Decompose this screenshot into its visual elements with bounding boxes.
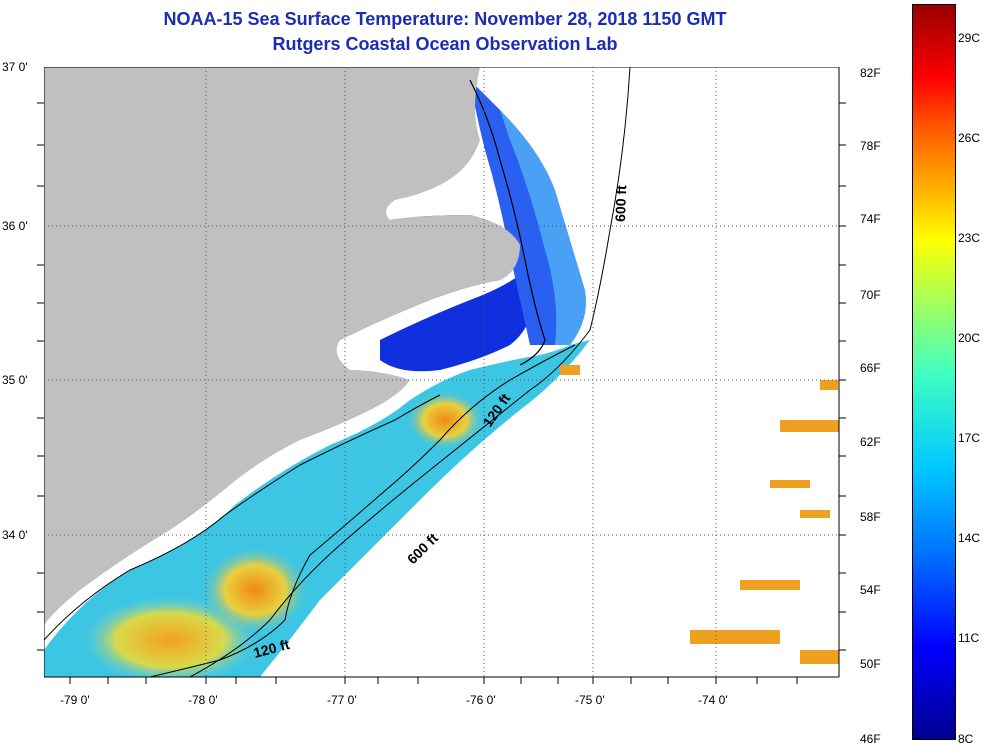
colorbar-f-label: 54F (860, 583, 881, 597)
lon-label: -74 0' (698, 693, 728, 707)
warm-patch (405, 390, 485, 450)
colorbar-f-label: 78F (860, 139, 881, 153)
lat-label: 34 0' (2, 528, 28, 542)
isobath-120 (149, 344, 576, 677)
temperature-colorbar (912, 4, 956, 740)
map-subtitle: Rutgers Coastal Ocean Observation Lab (272, 34, 618, 54)
lon-label: -77 0' (327, 693, 357, 707)
isobath-label: 600 ft (612, 185, 629, 222)
outer-banks (469, 79, 546, 366)
colorbar-c-label: 26C (958, 131, 981, 145)
sound-water (380, 270, 535, 372)
colorbar-f-label: 66F (860, 361, 881, 375)
lon-label: -79 0' (60, 693, 90, 707)
colorbar-f-label: 70F (860, 288, 881, 302)
colorbar-f-label: 46F (860, 732, 881, 746)
isobath-label: 600 ft (404, 530, 441, 567)
lon-label: -78 0' (188, 693, 218, 707)
colorbar-c-label: 11C (958, 631, 980, 645)
colorbar-f-label: 58F (860, 510, 881, 524)
lon-label: -75 0' (575, 693, 605, 707)
lat-label: 36 0' (2, 219, 28, 233)
offshore-warm-pixels (560, 365, 839, 664)
colorbar-f-label: 62F (860, 435, 881, 449)
coastal-water (470, 80, 578, 345)
warm-patch (200, 545, 310, 635)
colorbar-c-label: 17C (958, 431, 981, 445)
isobath-600 (189, 67, 631, 677)
colorbar-f-label: 50F (860, 657, 881, 671)
colorbar-c-label: 14C (958, 531, 981, 545)
lat-label: 35 0' (2, 373, 28, 387)
colorbar-c-label: 23C (958, 231, 981, 245)
axis-ticks (37, 102, 846, 684)
lon-label: -76 0' (466, 693, 496, 707)
colorbar-c-label: 29C (958, 31, 981, 45)
colorbar-f-label: 74F (860, 212, 881, 226)
lat-label: 37 0' (2, 60, 28, 74)
sst-map: 600 ft 120 ft 600 ft 120 ft (37, 67, 846, 684)
colorbar-c-label: 20C (958, 331, 981, 345)
colorbar-f-label: 82F (860, 66, 881, 80)
colorbar-c-label: 8C (958, 732, 974, 746)
land (44, 67, 520, 625)
offshore-water (500, 110, 586, 345)
map-title: NOAA-15 Sea Surface Temperature: Novembe… (163, 9, 727, 29)
coastline (44, 394, 441, 641)
